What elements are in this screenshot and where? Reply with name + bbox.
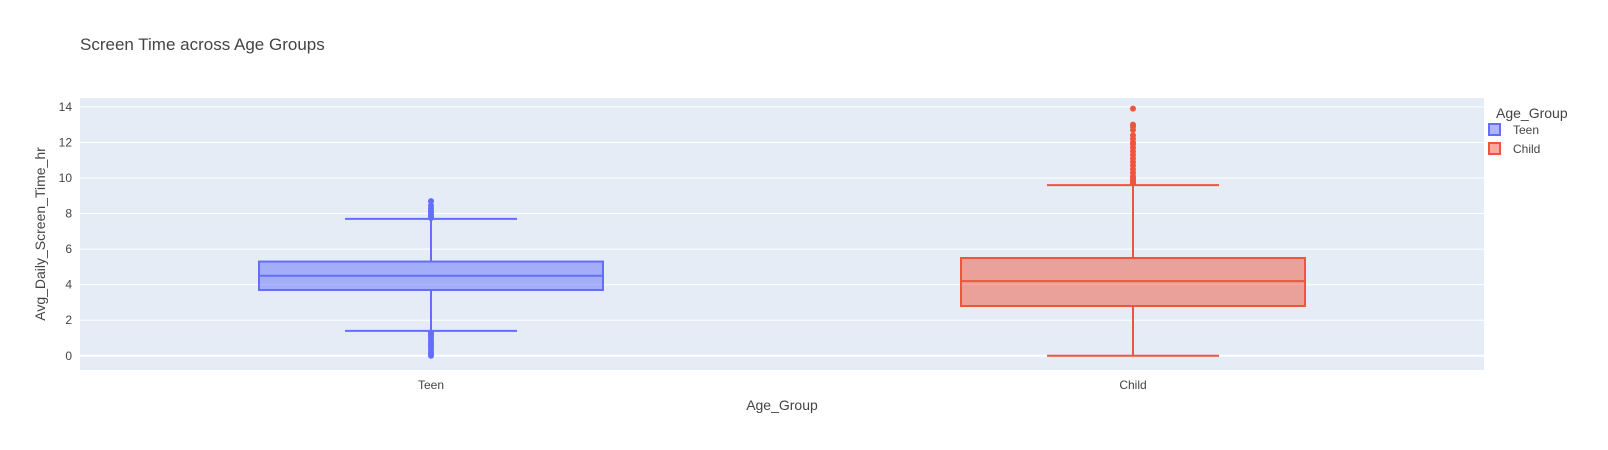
legend-label: Teen (1513, 123, 1539, 137)
x-tick-label: Child (1119, 378, 1146, 392)
legend[interactable]: Age_Group Teen Child (1488, 105, 1568, 156)
chart-title: Screen Time across Age Groups (80, 35, 325, 54)
y-tick-label: 12 (59, 135, 73, 149)
legend-label: Child (1513, 142, 1540, 156)
y-tick-label: 6 (65, 242, 72, 256)
y-axis-ticks: 0 2 4 6 8 10 12 14 (59, 100, 73, 363)
y-tick-label: 2 (65, 313, 72, 327)
x-axis-ticks: Teen Child (418, 378, 1147, 392)
outlier-point (428, 202, 434, 209)
legend-items[interactable]: Teen Child (1488, 123, 1540, 156)
legend-swatch (1488, 123, 1501, 136)
y-axis-title: Avg_Daily_Screen_Time_hr (32, 147, 48, 321)
plot-area (80, 98, 1484, 370)
legend-item-child[interactable]: Child (1488, 142, 1540, 156)
outlier-point (1130, 105, 1136, 112)
y-tick-label: 8 (65, 207, 72, 221)
outlier-point (428, 198, 434, 205)
y-tick-label: 10 (59, 171, 73, 185)
box-traces (258, 105, 1306, 359)
y-tick-label: 14 (59, 100, 73, 114)
box-trace-child (960, 105, 1306, 357)
x-tick-label: Teen (418, 378, 444, 392)
outlier-point (1130, 132, 1136, 139)
legend-title: Age_Group (1496, 105, 1568, 121)
legend-swatch (1488, 142, 1501, 155)
legend-item-teen[interactable]: Teen (1488, 123, 1539, 137)
y-tick-label: 4 (65, 278, 72, 292)
outlier-point (1130, 121, 1136, 128)
outlier-point (428, 329, 434, 336)
x-axis-title: Age_Group (746, 397, 818, 413)
y-tick-label: 0 (65, 349, 72, 363)
box-trace-teen (258, 198, 604, 359)
